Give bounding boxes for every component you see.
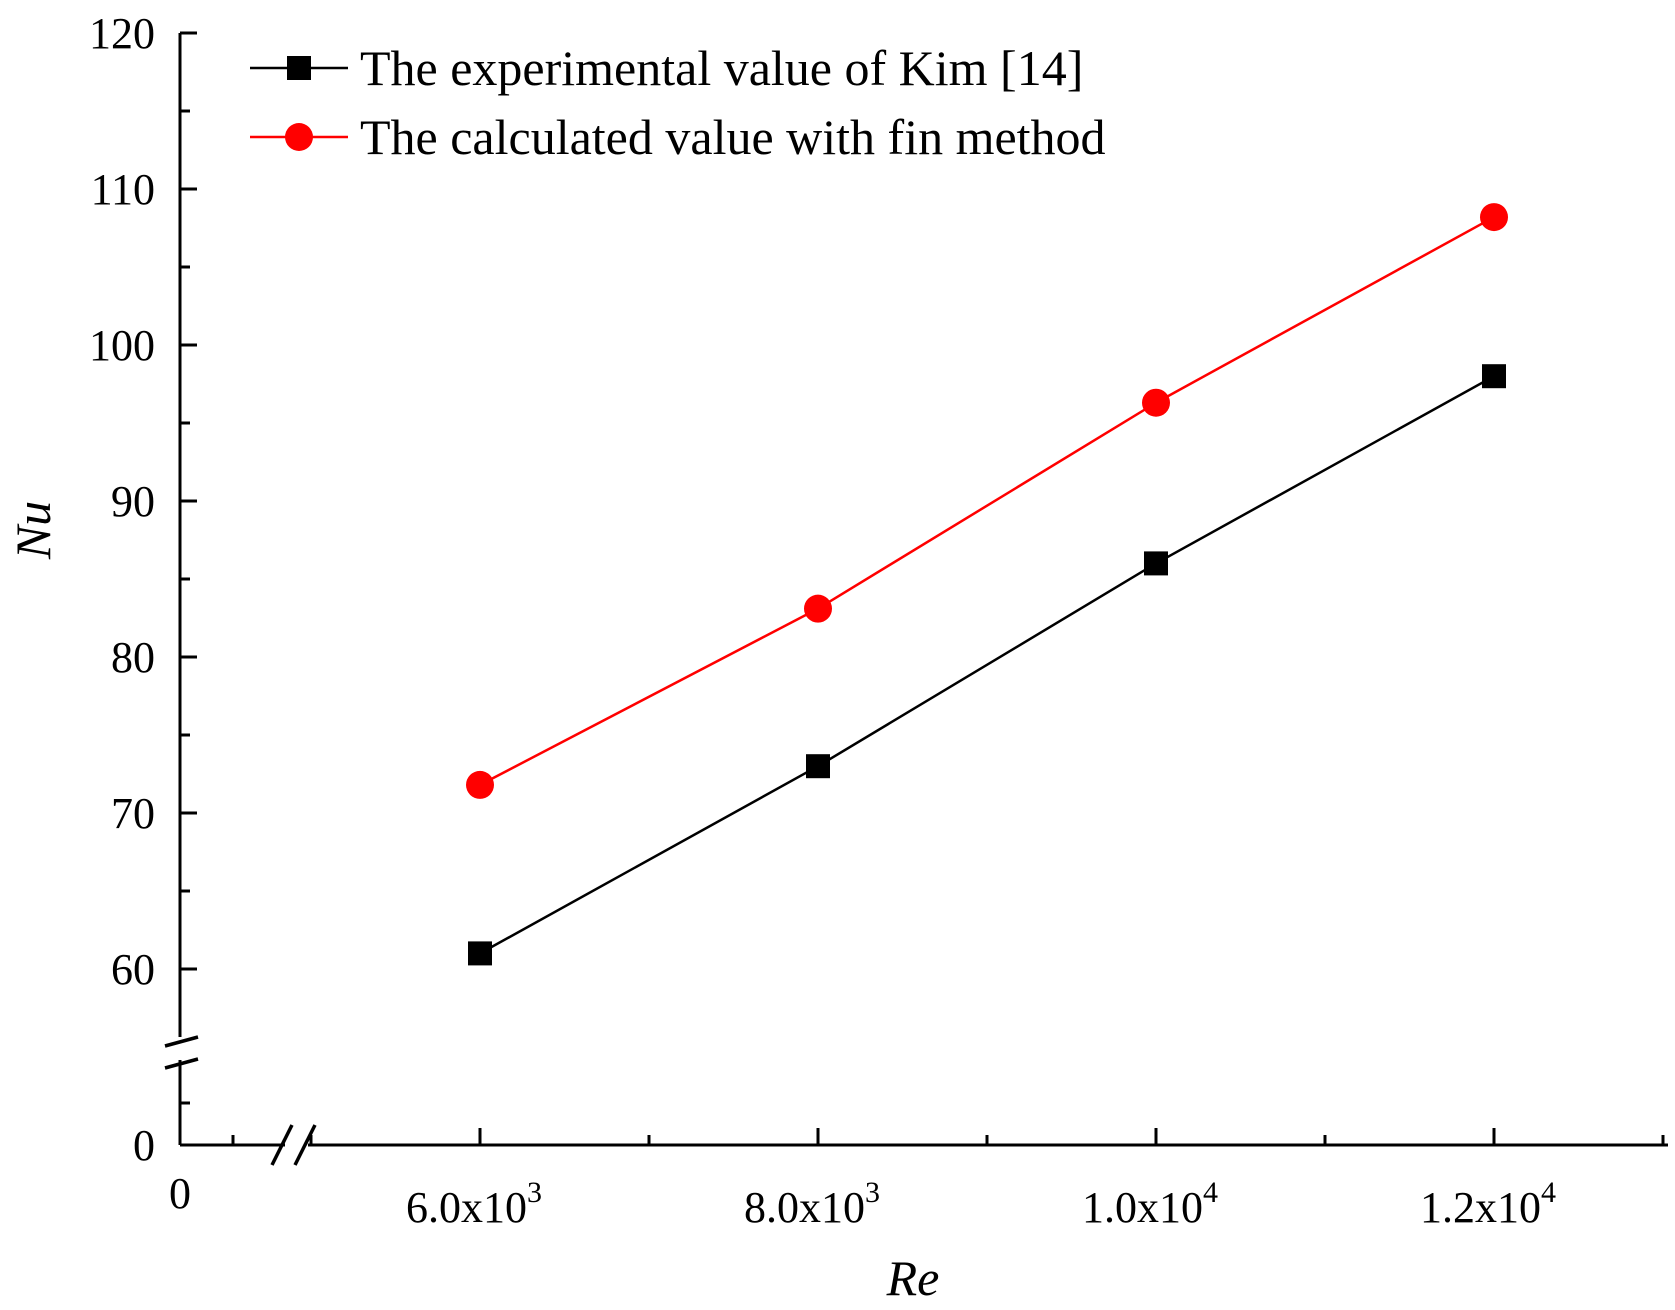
data-point-circle [466,770,494,799]
data-point-square [1482,364,1506,389]
x-axis-break-mark [270,1124,294,1166]
y-tick-label: 70 [111,789,155,838]
x-axis-title: Re [886,1250,940,1306]
y-tick-label: 90 [111,477,155,526]
data-point-square [1144,551,1168,576]
x-axis-break-mark [293,1124,317,1166]
y-tick-label: 110 [91,165,155,214]
y-tick-label: 100 [89,321,155,370]
x-tick-label: 6.0x103 [406,1176,542,1232]
data-point-circle [1142,388,1170,417]
x-tick-label-zero: 0 [169,1169,191,1218]
y-tick-label-zero: 0 [133,1121,155,1170]
y-axis-title: Nu [5,501,61,560]
legend: The experimental value of Kim [14] The c… [250,40,1106,165]
x-tick-label: 1.2x104 [1420,1176,1556,1232]
series-line-1 [479,215,1495,787]
data-point-circle [1480,203,1508,232]
ticks: 60 70 80 90 100 110 120 0 6.0x103 8.0x103 1.0x104 1… [89,9,1665,1232]
series-line-0 [479,375,1495,955]
legend-label-experimental: The experimental value of Kim [14] [360,40,1083,96]
legend-marker-circle [285,123,313,151]
legend-marker-square [287,56,311,80]
y-tick-label: 60 [111,945,155,994]
series-layer [466,203,1508,966]
data-point-square [468,941,492,966]
x-tick-label: 8.0x103 [744,1176,880,1232]
legend-label-calculated: The calculated value with fin method [360,109,1106,165]
axes [164,33,1668,1166]
y-axis-break-mark [164,1035,199,1048]
y-tick-label: 120 [89,9,155,58]
y-tick-label: 80 [111,633,155,682]
data-point-circle [804,594,832,623]
x-tick-label: 1.0x104 [1082,1176,1218,1232]
y-axis-break-mark [164,1057,199,1070]
data-point-square [806,754,830,779]
